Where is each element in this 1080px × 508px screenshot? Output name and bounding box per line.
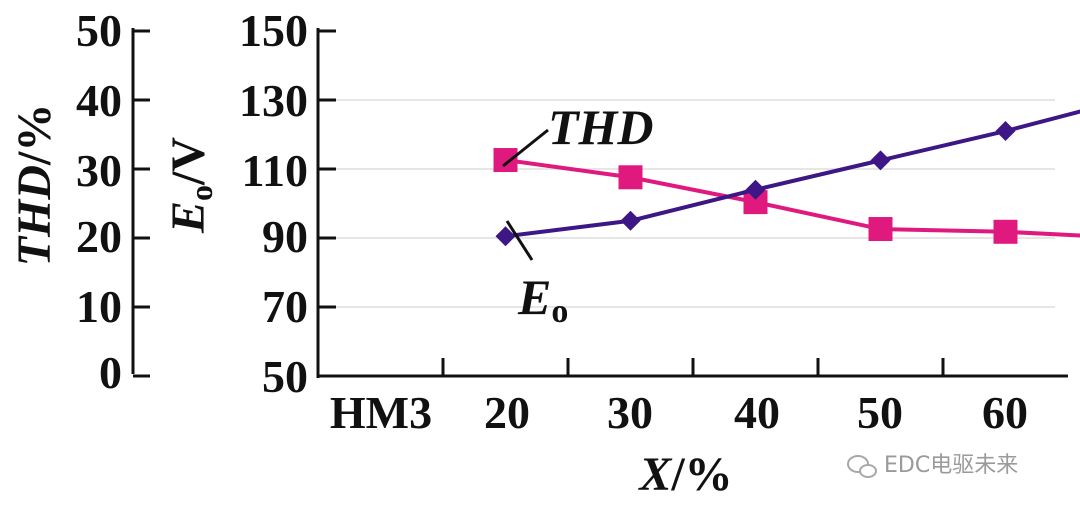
left-tick-label: 40 xyxy=(76,75,122,126)
data-point-eo xyxy=(995,121,1016,142)
thd-leader-line xyxy=(502,128,549,168)
thd-annotation: THD xyxy=(548,99,654,155)
eo-leader-line xyxy=(505,220,534,261)
x-axis-ticks xyxy=(441,358,945,376)
left-axis-ticks xyxy=(133,29,150,378)
data-point-thd xyxy=(993,219,1018,244)
data-point-eo xyxy=(620,210,641,231)
right-tick-label: 130 xyxy=(239,75,308,126)
left-tick-label: 50 xyxy=(76,5,122,56)
x-axis-title: X/% xyxy=(637,448,732,501)
left-axis-tick-labels: 50 40 30 20 10 0 xyxy=(76,5,122,398)
left-axis-title: THD/% xyxy=(8,104,61,267)
x-axis-tick-labels: HM3 20 30 40 50 60 xyxy=(330,387,1028,438)
right-tick-label: 150 xyxy=(239,5,308,56)
data-point-thd xyxy=(618,165,643,190)
data-point-thd xyxy=(868,217,893,242)
data-point-eo xyxy=(495,226,516,247)
right-tick-label: 50 xyxy=(262,351,308,402)
right-axis-ticks xyxy=(318,29,336,378)
watermark-text: EDC电驱未来 xyxy=(884,453,1018,478)
x-tick-label: 60 xyxy=(982,387,1028,438)
right-tick-label: 70 xyxy=(262,281,308,332)
left-tick-label: 0 xyxy=(99,347,122,398)
x-tick-label: 30 xyxy=(607,387,653,438)
data-point-eo xyxy=(745,179,766,200)
data-point-eo xyxy=(870,150,891,171)
series-line-thd xyxy=(505,158,1080,238)
wechat-icon xyxy=(847,455,877,478)
series-layer xyxy=(493,109,1080,247)
left-tick-label: 30 xyxy=(76,145,122,196)
right-axis-title: Eo/V xyxy=(162,137,219,234)
data-point-thd xyxy=(493,148,518,173)
series-line-eo xyxy=(505,109,1080,239)
x-tick-label: HM3 xyxy=(330,387,432,438)
eo-annotation: Eo xyxy=(517,269,568,330)
x-tick-label: 50 xyxy=(857,387,903,438)
right-axis-tick-labels: 150 130 110 90 70 50 xyxy=(239,5,308,402)
left-tick-label: 20 xyxy=(76,211,122,262)
right-tick-label: 90 xyxy=(262,211,308,262)
gridlines xyxy=(320,99,1055,308)
x-tick-label: 40 xyxy=(734,387,780,438)
right-tick-label: 110 xyxy=(242,145,308,196)
x-tick-label: 20 xyxy=(484,387,530,438)
left-tick-label: 10 xyxy=(76,281,122,332)
